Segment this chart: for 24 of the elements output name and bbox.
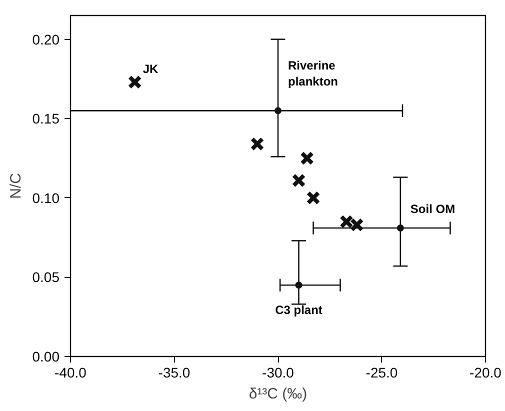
x-tick-label: -40.0 (54, 364, 87, 380)
y-axis-title: N/C (7, 172, 24, 199)
point (128, 75, 142, 90)
x-axis-title: δ¹³C (‰) (248, 386, 308, 402)
x-tick-label: -30.0 (262, 364, 294, 380)
annotation: Soil OM (410, 202, 456, 216)
point (300, 151, 314, 166)
annotation: Riverine plankton (288, 58, 338, 89)
point (274, 107, 282, 114)
point (306, 190, 320, 205)
point (396, 224, 404, 232)
x-tick-label: -20.0 (470, 364, 502, 380)
y-tick-label: 0.00 (32, 348, 60, 364)
point (292, 174, 306, 188)
y-tick-label: 0.10 (32, 190, 60, 206)
x-tick-label: -35.0 (158, 364, 190, 380)
annotation: JK (142, 62, 158, 76)
y-tick-label: 0.05 (32, 269, 60, 286)
point (295, 282, 302, 289)
x-tick-label: -25.0 (366, 364, 398, 380)
y-tick-label: 0.15 (32, 110, 60, 127)
y-tick-label: 0.20 (32, 31, 60, 48)
annotation: C3 plant (275, 303, 322, 318)
point (250, 137, 264, 151)
